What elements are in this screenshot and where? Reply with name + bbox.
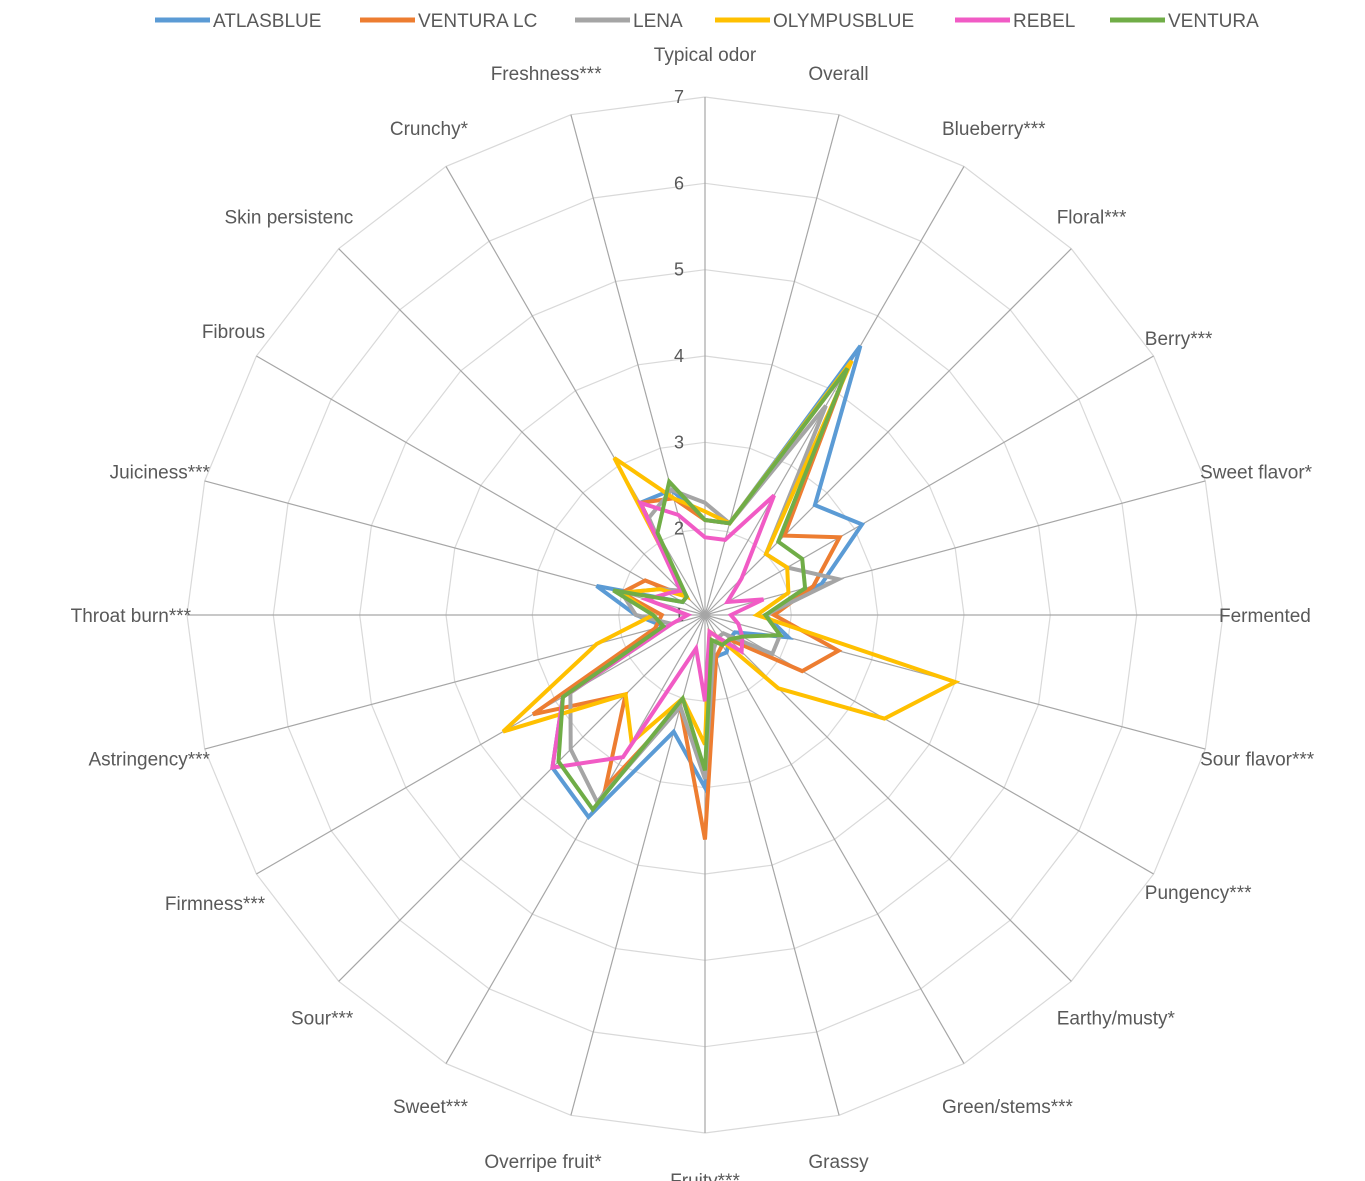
- series-line-rebel: [550, 493, 776, 770]
- axis-label: Typical odor: [654, 45, 757, 66]
- axis-spoke: [704, 114, 840, 616]
- axis-label: Earthy/musty*: [1057, 1009, 1176, 1030]
- tick-label: 5: [674, 260, 684, 280]
- axis-label: Overall: [808, 64, 868, 85]
- axis-label: Blueberry***: [942, 119, 1046, 140]
- tick-label: 2: [674, 519, 684, 539]
- axis-label: Astringency***: [88, 749, 210, 770]
- axis-label: Sweet***: [393, 1097, 469, 1118]
- axis-label: Crunchy*: [390, 119, 469, 140]
- tick-label: 6: [674, 173, 684, 193]
- axis-spoke: [256, 355, 706, 616]
- series-line-ventura: [556, 367, 850, 813]
- axis-label: Sweet flavor*: [1200, 463, 1313, 484]
- legend-label: LENA: [633, 11, 683, 32]
- series-line-ventura-lc: [531, 367, 850, 840]
- axis-label: Pungency***: [1145, 883, 1252, 904]
- axis-spoke: [704, 480, 1206, 616]
- axis-spoke: [704, 614, 1072, 982]
- axis-spoke: [445, 614, 706, 1064]
- tick-label: 4: [674, 346, 684, 366]
- axis-spoke: [570, 114, 706, 616]
- axis-spoke: [256, 614, 706, 875]
- axis-label: Floral***: [1057, 207, 1127, 228]
- legend-label: REBEL: [1013, 11, 1075, 32]
- axis-spoke: [704, 614, 840, 1116]
- axis-label: Sour***: [291, 1009, 354, 1030]
- tick-label: 1: [674, 605, 684, 625]
- axis-spoke: [704, 614, 965, 1064]
- axis-label: Grassy: [808, 1152, 869, 1173]
- axis-spoke: [570, 614, 706, 1116]
- legend-label: VENTURA: [1168, 11, 1259, 32]
- axis-label: Juiciness***: [110, 463, 211, 484]
- axis-labels: Typical odor Overall Blueberry*** Floral***…: [71, 45, 1315, 1181]
- axis-spoke: [704, 355, 1154, 616]
- axis-label: Throat burn***: [71, 606, 192, 627]
- axis-label: Skin persistenc: [224, 207, 353, 228]
- axis-label: Fruity***: [670, 1171, 740, 1181]
- axis-spoke: [204, 614, 706, 750]
- legend-label: OLYMPUSBLUE: [773, 11, 914, 32]
- axis-label: Berry***: [1145, 329, 1213, 350]
- tick-label: 3: [674, 432, 684, 452]
- axis-label: Fibrous: [202, 322, 265, 343]
- axis-label: Fermented: [1219, 606, 1311, 627]
- axis-label: Green/stems***: [942, 1097, 1074, 1118]
- axis-label: Freshness***: [491, 64, 602, 85]
- axis-spoke: [704, 614, 1154, 875]
- axis-spoke: [704, 248, 1072, 616]
- axis-spoke: [338, 614, 706, 982]
- legend-label: ATLASBLUE: [213, 11, 321, 32]
- axis-label: Sour flavor***: [1200, 749, 1315, 770]
- data-series: [501, 344, 961, 840]
- axis-label: Firmness***: [165, 894, 266, 915]
- axis-spoke: [704, 166, 965, 616]
- legend: ATLASBLUE VENTURA LC LENA OLYMPUSBLUE REBEL V…: [155, 11, 1259, 32]
- axis-spoke: [338, 248, 706, 616]
- radar-grid: [186, 96, 1224, 1134]
- radial-tick-labels: 1 2 3 4 5 6 7: [674, 87, 684, 625]
- axis-label: Overripe fruit*: [484, 1152, 602, 1173]
- tick-label: 7: [674, 87, 684, 107]
- legend-label: VENTURA LC: [418, 11, 537, 32]
